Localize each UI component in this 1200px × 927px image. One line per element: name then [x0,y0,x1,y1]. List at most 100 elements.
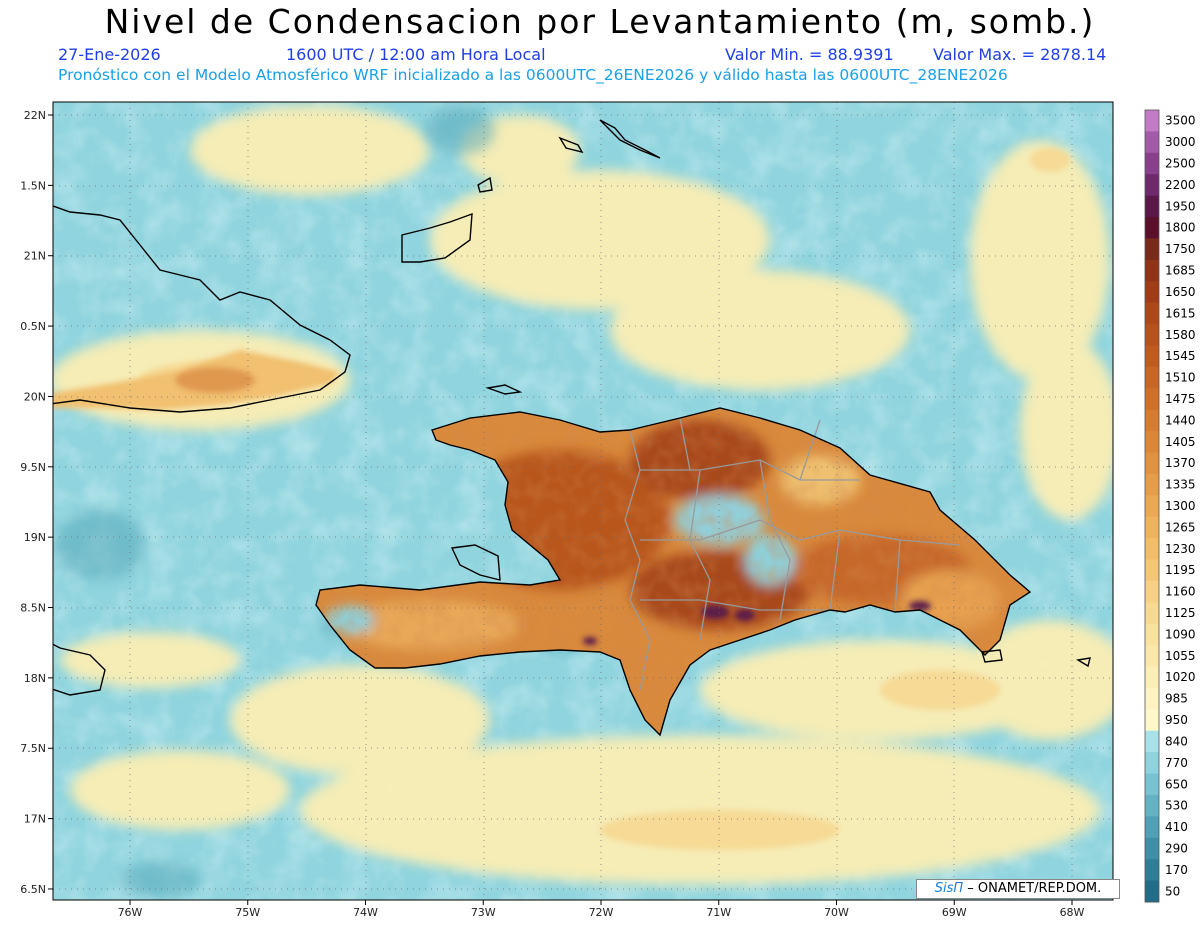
inagua-island [401,212,473,263]
saona-island [981,649,1003,663]
colorbar-swatch [1145,174,1159,197]
colorbar-swatch [1145,366,1159,389]
colorbar-swatch [1145,730,1159,753]
map-title: Nivel de Condensacion por Levantamiento … [104,2,1096,41]
caicos-islands [558,119,661,159]
colorbar-label: 1020 [1165,670,1196,684]
lat-axis: 22N 1.5N 21N 0.5N 20N 9.5N 19N 8.5N 18N 7.5N 17N 6.… [20,109,46,896]
lat-tick-label: 18N [24,672,46,685]
colorbar-swatch [1145,880,1159,903]
colorbar-swatch [1145,773,1159,796]
lat-tick-label: 20N [24,390,46,403]
coastlines [53,119,1091,737]
colorbar-swatch [1145,452,1159,475]
lon-tick-label: 74W [353,906,378,919]
lat-tick-label: 7.5N [20,742,46,755]
colorbar-label: 2200 [1165,178,1196,192]
lat-tick-label: 0.5N [20,320,46,333]
colorbar-swatch [1145,602,1159,625]
colorbar-swatch [1145,217,1159,239]
lon-tick-label: 72W [589,906,614,919]
hispaniola-coast [315,407,1032,737]
colorbar-label: 1510 [1165,371,1196,385]
cuba-coast [53,205,351,413]
graticule [53,102,1113,900]
colorbar-swatch [1145,859,1159,882]
colorbar-label: 290 [1165,841,1188,855]
colorbar-swatch [1145,645,1159,668]
colorbar-swatch [1145,110,1159,132]
colorbar-label: 2500 [1165,157,1196,171]
mayaguana-island [477,176,493,193]
lon-axis: 76W 75W 74W 73W 72W 71W 70W 69W 68W [118,906,1085,919]
lat-tick-label: 19N [24,531,46,544]
colorbar-label: 1125 [1165,606,1196,620]
colorbar-label: 1580 [1165,328,1196,342]
colorbar-label: 1335 [1165,478,1196,492]
colorbar-label: 650 [1165,777,1188,791]
colorbar-swatch [1145,580,1159,603]
colorbar-label: 1750 [1165,242,1196,256]
lat-tick-label: 9.5N [20,461,46,474]
lat-tick-label: 17N [24,813,46,826]
lcl-field [53,102,1113,900]
colorbar: 3500 3000 2500 2200 1950 1800 1750 1685 1650 1615… [1144,109,1196,903]
lon-tick-label: 70W [824,906,849,919]
credit-org: – ONAMET/REP.DOM. [967,881,1102,896]
max-value: Valor Max. = 2878.14 [933,45,1107,64]
lon-tick-label: 68W [1060,906,1085,919]
colorbar-swatch [1145,837,1159,860]
colorbar-label: 1950 [1165,199,1196,213]
colorbar-swatch [1145,666,1159,689]
forecast-time: 1600 UTC / 12:00 am Hora Local [286,45,546,64]
colorbar-label: 1405 [1165,435,1196,449]
lat-tick-label: 6.5N [20,883,46,896]
colorbar-label: 1800 [1165,221,1196,235]
lon-tick-label: 71W [706,906,731,919]
colorbar-label: 840 [1165,734,1188,748]
colorbar-swatch [1145,409,1159,432]
colorbar-label: 410 [1165,820,1188,834]
model-info: Pronóstico con el Modelo Atmosférico WRF… [58,66,1008,84]
colorbar-swatch [1145,709,1159,732]
colorbar-label: 1370 [1165,456,1196,470]
colorbar-swatch [1145,687,1159,710]
colorbar-swatch [1145,495,1159,518]
lon-tick-label: 73W [471,906,496,919]
colorbar-swatch [1145,538,1159,561]
colorbar-label: 1090 [1165,627,1196,641]
colorbar-swatch [1145,195,1159,218]
colorbar-label: 1265 [1165,520,1196,534]
colorbar-swatch [1145,281,1159,304]
map-frame [52,101,1114,901]
jamaica-coast [53,643,106,696]
colorbar-swatch [1145,473,1159,496]
colorbar-label: 1160 [1165,585,1196,599]
colorbar-label: 3500 [1165,114,1196,128]
colorbar-label: 950 [1165,713,1188,727]
colorbar-label: 1195 [1165,563,1196,577]
colorbar-frame [1144,109,1160,903]
colorbar-swatch [1145,259,1159,282]
gonave-island [450,544,501,581]
province-borders [624,417,961,691]
colorbar-label: 1475 [1165,392,1196,406]
lat-tick-label: 1.5N [20,179,46,192]
axis-ticks [48,114,1073,905]
lon-tick-label: 75W [235,906,260,919]
colorbar-label: 1055 [1165,649,1196,663]
colorbar-label: 1440 [1165,413,1196,427]
colorbar-label: 985 [1165,692,1188,706]
colorbar-swatch [1145,752,1159,775]
lat-tick-label: 22N [24,109,46,122]
lat-tick-label: 21N [24,250,46,263]
colorbar-swatch [1145,388,1159,411]
sispi-logo: SisΠ [934,881,964,896]
colorbar-swatch [1145,152,1159,175]
colorbar-label: 530 [1165,799,1188,813]
colorbar-swatch [1145,516,1159,539]
colorbar-label: 770 [1165,756,1188,770]
colorbar-swatch [1145,623,1159,646]
credit-box: SisΠ – ONAMET/REP.DOM. [916,879,1120,899]
